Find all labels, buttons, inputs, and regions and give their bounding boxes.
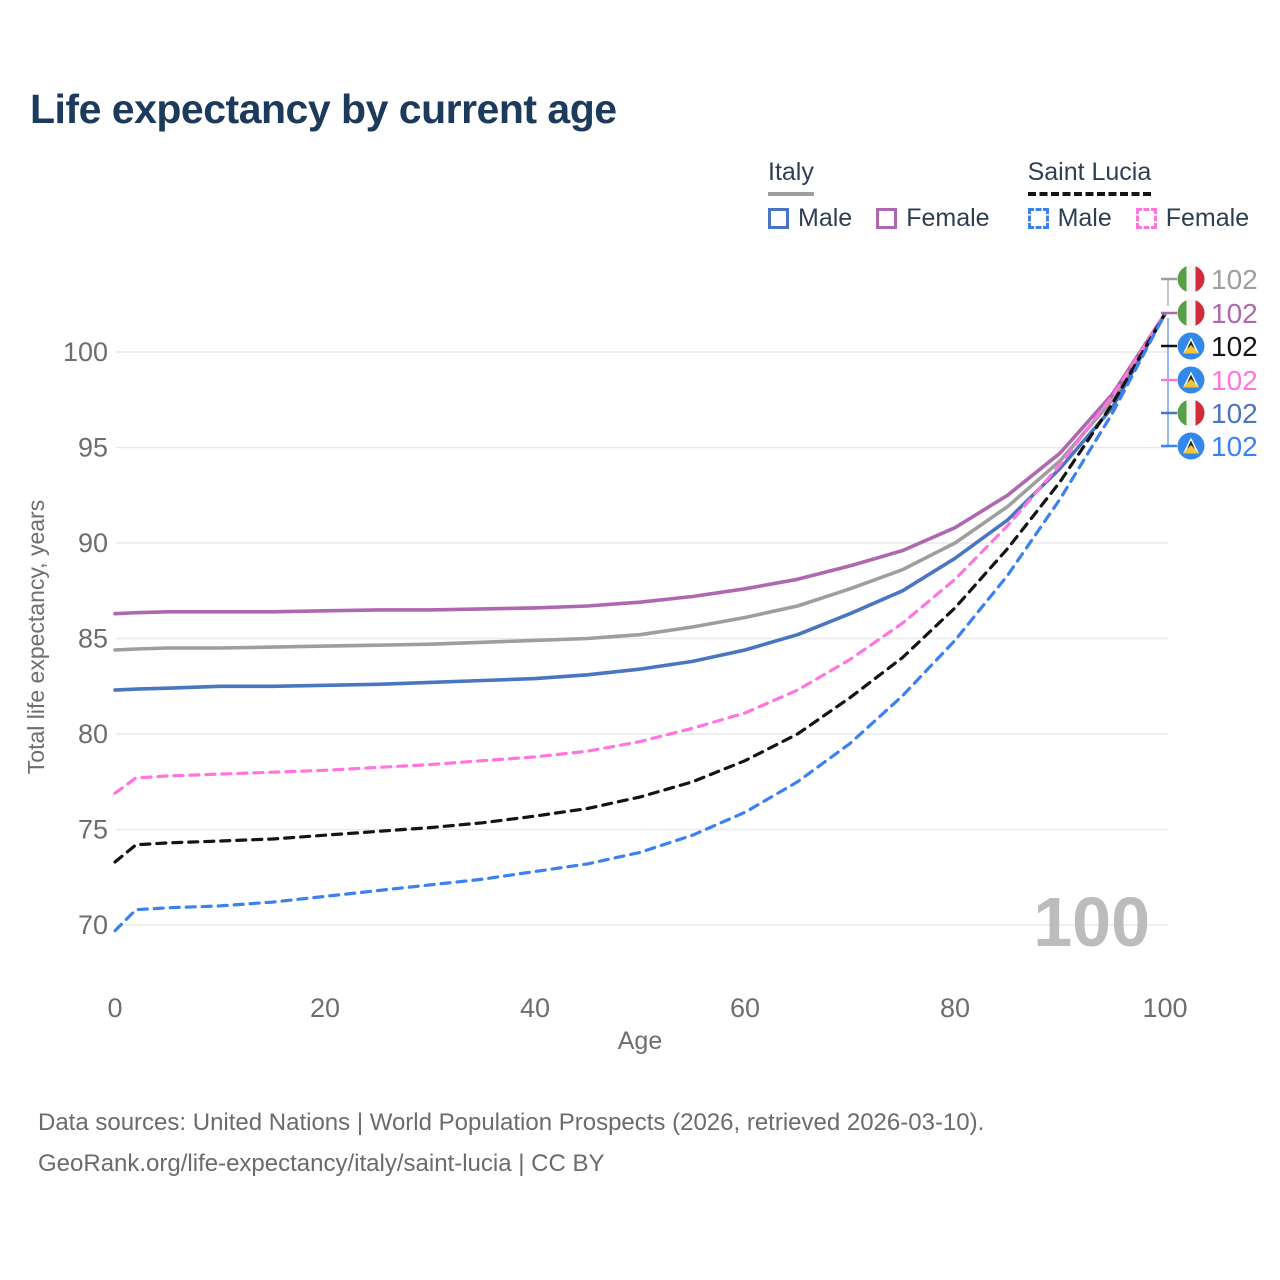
saint-lucia-flag-icon [1177,332,1205,360]
saint-lucia-flag-icon [1177,366,1205,394]
footer-data-sources: Data sources: United Nations | World Pop… [38,1109,985,1136]
chart-legend: Italy Male Female Saint Lucia Ma [768,158,1249,233]
y-tick-label-90: 90 [78,528,108,558]
end-label-value-saint_lucia_all: 102 [1211,331,1258,362]
y-tick-label-75: 75 [78,815,108,845]
x-tick-label-60: 60 [730,993,760,1023]
legend-toggle-italy-male[interactable]: Male [768,204,852,233]
x-tick-label-20: 20 [310,993,340,1023]
end-label-value-italy_female: 102 [1211,298,1258,329]
y-tick-label-80: 80 [78,719,108,749]
end-label-connector-bottom [1167,318,1177,447]
legend-group-italy: Italy Male Female [768,158,990,233]
saint-lucia-flag-icon [1177,432,1205,460]
y-tick-label-95: 95 [78,433,108,463]
italy-flag-icon [1177,299,1205,327]
legend-label-italy-male: Male [798,204,853,232]
end-label-saint_lucia_all: 102 [1161,331,1258,362]
legend-label-italy-female: Female [906,204,990,232]
italy-flag-icon [1177,399,1205,427]
end-label-saint_lucia_male: 102 [1161,431,1258,462]
series-line-saint_lucia_all [113,312,1167,864]
saint-lucia-female-swatch-icon [1135,208,1157,229]
age-counter-watermark: 100 [1033,883,1150,961]
y-tick-label-70: 70 [78,910,108,940]
end-label-value-italy_all: 102 [1211,264,1258,295]
end-label-value-saint_lucia_male: 102 [1211,431,1258,462]
legend-toggle-italy-female[interactable]: Female [876,204,990,233]
y-tick-label-85: 85 [78,624,108,654]
end-label-value-saint_lucia_female: 102 [1211,365,1258,396]
legend-toggle-saint-lucia-female[interactable]: Female [1135,204,1250,233]
legend-country-saint-lucia: Saint Lucia [1027,158,1152,196]
italy-flag-icon [1177,265,1205,293]
legend-label-saint-lucia-female: Female [1165,204,1250,232]
legend-label-saint-lucia-male: Male [1057,204,1112,232]
end-label-connector-top [1167,278,1177,306]
series-line-italy_male [113,312,1167,692]
x-tick-label-0: 0 [107,993,122,1023]
series-line-saint_lucia_female [113,312,1167,795]
end-label-saint_lucia_female: 102 [1161,365,1258,396]
x-tick-label-80: 80 [940,993,970,1023]
end-label-italy_all: 102 [1161,264,1258,295]
page-title: Life expectancy by current age [30,86,617,132]
x-tick-label-100: 100 [1142,993,1187,1023]
series-line-italy_female [113,312,1167,616]
end-label-italy_female: 102 [1161,298,1258,329]
x-axis-title: Age [618,1027,662,1055]
saint-lucia-male-swatch-icon [1027,208,1049,229]
legend-group-saint-lucia: Saint Lucia Male Female [1027,158,1250,233]
legend-toggle-saint-lucia-male[interactable]: Male [1027,204,1112,233]
series-line-italy_all [113,312,1167,652]
italy-male-swatch-icon [768,208,789,229]
legend-country-italy: Italy [768,158,814,196]
italy-female-swatch-icon [876,208,898,229]
x-tick-label-40: 40 [520,993,550,1023]
end-label-italy_male: 102 [1161,398,1258,429]
series-line-saint_lucia_male [113,312,1167,933]
footer-source-url: GeoRank.org/life-expectancy/italy/saint-… [38,1150,605,1177]
y-axis-title: Total life expectancy, years [23,500,49,774]
end-label-value-italy_male: 102 [1211,398,1258,429]
y-tick-label-100: 100 [63,337,108,367]
footer-credits: Data sources: United Nations | World Pop… [38,1102,984,1184]
